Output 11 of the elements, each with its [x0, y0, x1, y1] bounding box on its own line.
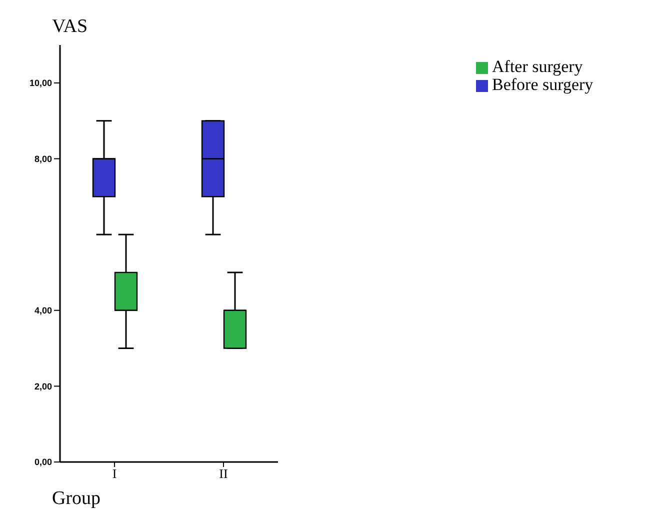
y-tick-label: 8,00 — [34, 154, 52, 164]
x-tick-label: I — [112, 466, 117, 482]
chart-title: VAS — [52, 16, 88, 38]
x-tick-label: II — [219, 466, 228, 482]
legend-label: Before surgery — [492, 75, 594, 94]
y-tick-label: 10,00 — [29, 78, 52, 88]
y-tick-label: 2,00 — [34, 381, 52, 392]
y-tick-label: 4,00 — [34, 306, 52, 316]
x-axis-title: Group — [52, 488, 101, 510]
y-tick-label: 0,00 — [34, 457, 52, 468]
legend-label: After surgery — [492, 57, 583, 76]
